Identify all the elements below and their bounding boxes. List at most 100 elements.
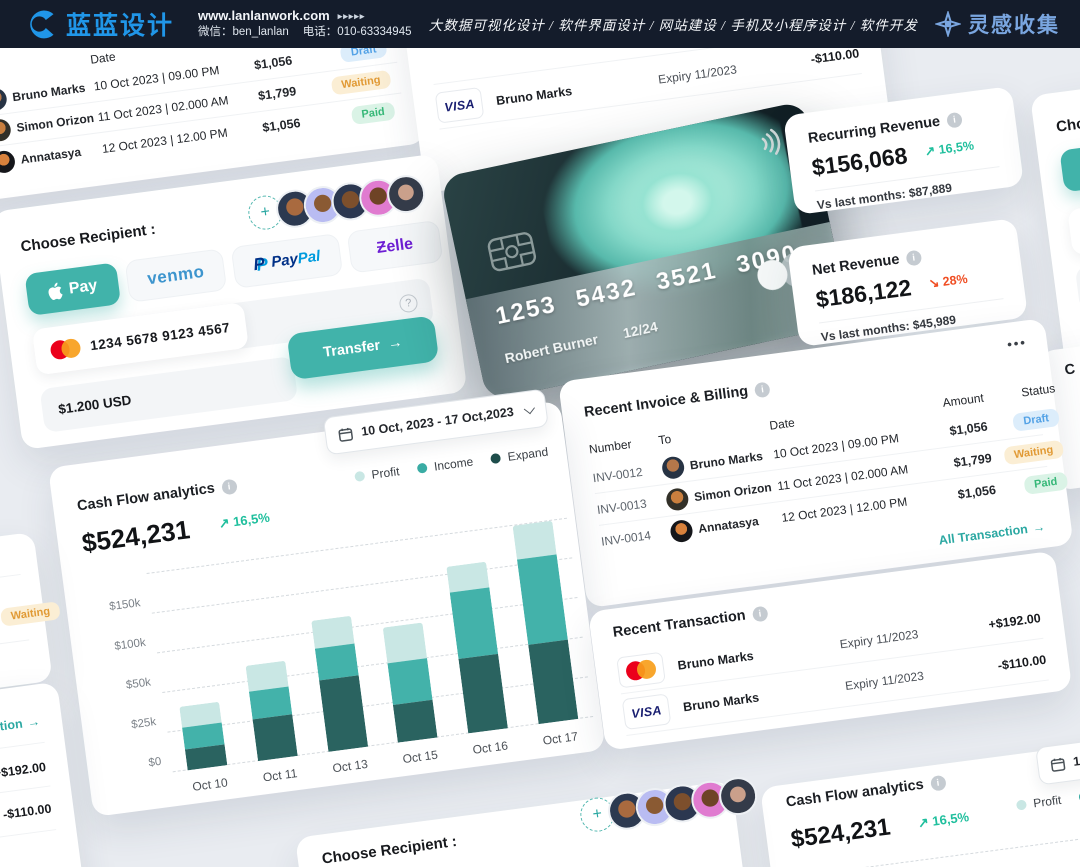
card-title: Cash Flow analytics (76, 480, 216, 515)
bar-segment-expand (458, 653, 508, 734)
avatar (669, 518, 694, 544)
all-transaction-link[interactable]: All Transaction→ (0, 714, 41, 742)
stat-title: Recurring Revenue (807, 113, 942, 147)
bar-segment-expand (318, 675, 368, 752)
zelle-button[interactable]: Ƶelle (346, 219, 444, 274)
info-icon[interactable] (946, 111, 963, 129)
apple-icon (48, 282, 63, 300)
x-axis-tick: Oct 10 (191, 775, 229, 794)
arrows-decoration: ▸▸▸▸▸ (337, 11, 366, 22)
stat-value: $186,122 (814, 274, 913, 313)
card-title-partial: C (1063, 361, 1077, 379)
avatar (0, 117, 13, 143)
x-axis-tick: Oct 17 (541, 729, 579, 748)
inspiration-collect: 灵感收集 (935, 9, 1080, 39)
legend-item: Profit (354, 464, 400, 484)
legend-item: Income (416, 455, 474, 476)
info-icon[interactable] (220, 478, 238, 496)
card-title: Cash Flow analytics (785, 776, 925, 811)
arrow-right-icon: → (26, 714, 41, 730)
visa-icon: VISA (621, 693, 672, 731)
divider (0, 573, 21, 599)
invoice-card-partial-left: Waiting (0, 531, 62, 709)
calendar-icon (338, 427, 354, 442)
apple-pay-button[interactable]: Pay (24, 262, 122, 316)
bar-oct-15 (383, 622, 438, 743)
stat-delta: ↘ 28% (927, 271, 969, 291)
calendar-icon (1050, 757, 1066, 772)
divider (0, 639, 30, 664)
contactless-icon (761, 128, 781, 155)
arrow-right-icon: → (1031, 519, 1046, 536)
venmo-button[interactable]: venmo (124, 248, 228, 303)
avatar (0, 87, 9, 112)
bar-segment-profit (512, 520, 557, 561)
card-expiry: 12/24 (621, 318, 660, 342)
stacked-bar-chart: $0 $25k $50k $100k $150k Oct 10 Oct 11 Oct 13 Oc… (109, 517, 594, 794)
info-icon[interactable] (753, 381, 771, 398)
menu-dots-icon[interactable] (1006, 335, 1027, 352)
selected-card[interactable]: 1234 5678 9123 4567 (1067, 181, 1080, 256)
bar-segment-expand (527, 639, 578, 725)
wechat-contact: 微信：ben_lanlan (198, 26, 289, 39)
selected-card[interactable]: 1234 5678 9123 4567 (31, 302, 249, 376)
lanlan-logo-icon (30, 10, 54, 39)
website-url: www.lanlanwork.com (198, 8, 330, 24)
date-range-value: 10 Oct, 2023 - 17 Oct,2023 (360, 404, 515, 439)
choose-recipient-title: Choose Recipient : (320, 832, 458, 867)
stat-delta: ↗ 16,5% (923, 138, 975, 159)
gridline (172, 715, 594, 773)
bar-oct-13 (310, 615, 368, 752)
star-icon (935, 11, 961, 37)
brand-name: 蓝蓝设计 (66, 12, 175, 40)
choose-recipient-title: Choose Recipient : (1055, 101, 1080, 136)
x-axis-tick: Oct 15 (401, 747, 439, 767)
y-axis-tick: $25k (130, 716, 157, 732)
brand: 蓝蓝设计 (0, 6, 174, 42)
info-icon[interactable] (929, 774, 947, 792)
avatar (660, 454, 686, 480)
date-range-value: 10 Oct, 2023 - 17 Oct,2023 (1072, 735, 1080, 769)
chart-legend: Profit Income Expand (354, 445, 549, 484)
x-axis-tick: Oct 16 (471, 738, 509, 757)
y-axis-tick: $0 (147, 755, 163, 770)
status-badge: Waiting (1002, 439, 1065, 465)
x-axis-tick: Oct 11 (262, 766, 299, 785)
info-icon[interactable] (751, 605, 769, 623)
contact-info: www.lanlanwork.com ▸▸▸▸▸ 微信：ben_lanlan 电… (198, 7, 411, 40)
site-header: 蓝蓝设计 www.lanlanwork.com ▸▸▸▸▸ 微信：ben_lan… (0, 0, 1080, 48)
phone-contact: 电话：010-63334945 (302, 26, 412, 39)
status-badge: Waiting (330, 69, 392, 96)
cash-flow-card: Cash Flow analytics $524,231 ↗ 16,5% 10 … (48, 388, 606, 817)
y-axis-tick: $100k (113, 636, 147, 653)
date-range-picker[interactable]: 10 Oct, 2023 - 17 Oct,2023 (1035, 718, 1080, 786)
bar-segment-expand (393, 699, 438, 743)
status-badge: Paid (350, 101, 396, 125)
collect-label: 灵感收集 (968, 14, 1060, 37)
card-holder: Robert Burner (503, 330, 600, 367)
bar-oct-10 (179, 701, 228, 771)
bar-segment-profit (383, 622, 428, 664)
cash-flow-card-partial: Cash Flow analytics $524,231 ↗ 16,5% 10 … (760, 718, 1080, 867)
services-list: 大数据可视化设计 / 软件界面设计 / 网站建设 / 手机及小程序设计 / 软件… (428, 18, 918, 33)
bar-segment-income (314, 643, 359, 681)
status-badge: Waiting (0, 601, 62, 627)
all-transaction-link[interactable]: All Transaction→ (937, 519, 1046, 548)
legend-item: Profit (1015, 793, 1062, 813)
mastercard-icon (49, 337, 82, 360)
date-range-picker[interactable]: 10 Oct, 2023 - 17 Oct,2023 (323, 388, 549, 456)
help-icon[interactable] (398, 293, 419, 314)
card-title: Recent Invoice & Billing (583, 383, 750, 421)
x-axis-tick: Oct 13 (331, 756, 369, 776)
mastercard-icon (616, 651, 666, 689)
cashflow-value: $524,231 (789, 813, 893, 854)
choose-recipient-title: Choose Recipient : (19, 220, 157, 256)
status-badge: Paid (1023, 471, 1069, 495)
bar-segment-expand (185, 744, 228, 771)
divider (0, 829, 57, 867)
cashflow-delta: ↗ 16,5% (916, 809, 970, 831)
info-icon[interactable] (905, 249, 923, 267)
y-axis-tick: $150k (108, 597, 142, 614)
